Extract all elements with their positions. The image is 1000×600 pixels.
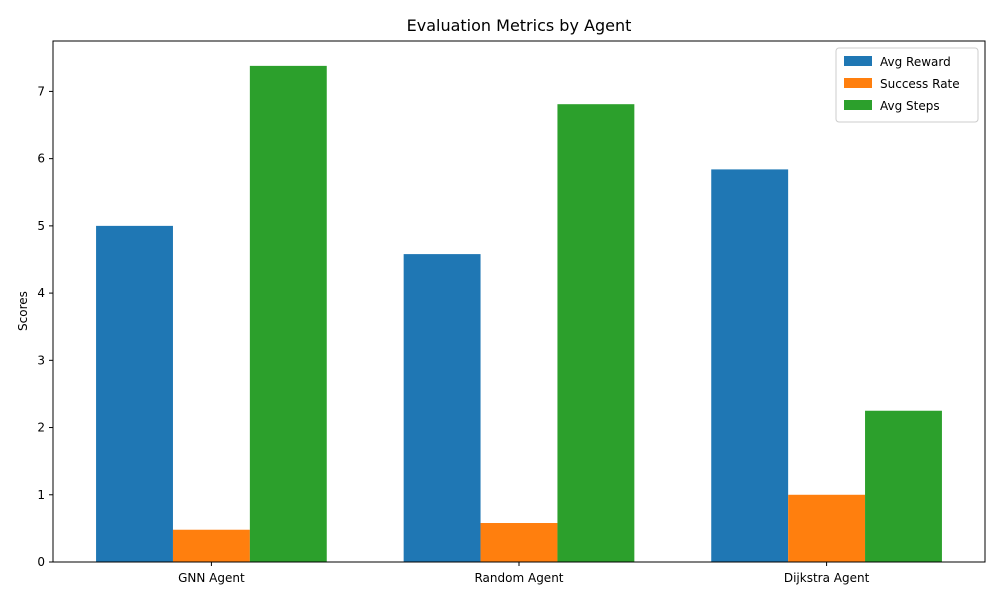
y-tick-label: 1 — [37, 488, 45, 502]
y-tick-label: 2 — [37, 421, 45, 435]
y-tick-label: 4 — [37, 286, 45, 300]
x-tick-label: GNN Agent — [178, 571, 245, 585]
legend-label: Avg Reward — [880, 55, 951, 69]
bar-avg-reward-dijkstra-agent — [711, 169, 789, 562]
x-tick-label: Random Agent — [474, 571, 563, 585]
legend-swatch — [844, 56, 872, 66]
y-tick-label: 5 — [37, 219, 45, 233]
legend-swatch — [844, 100, 872, 110]
legend-label: Success Rate — [880, 77, 960, 91]
bar-avg-steps-dijkstra-agent — [865, 410, 942, 562]
bar-success-rate-dijkstra-agent — [788, 494, 866, 562]
bar-success-rate-gnn-agent — [172, 529, 250, 562]
y-tick-label: 3 — [37, 353, 45, 367]
y-tick-label: 0 — [37, 555, 45, 569]
bars-group — [96, 65, 942, 563]
legend-swatch — [844, 78, 872, 88]
bar-success-rate-random-agent — [480, 523, 558, 562]
legend-label: Avg Steps — [880, 99, 940, 113]
y-tick-label: 7 — [37, 84, 45, 98]
x-ticks: GNN Agent Random Agent Dijkstra Agent — [178, 562, 870, 585]
bar-avg-steps-gnn-agent — [249, 65, 327, 563]
plot-frame — [52, 40, 986, 563]
y-axis-label: Scores — [16, 291, 30, 331]
chart-title: Evaluation Metrics by Agent — [407, 16, 632, 35]
legend: Avg Reward Success Rate Avg Steps — [835, 47, 979, 123]
bar-avg-reward-random-agent — [403, 254, 481, 562]
x-tick-label: Dijkstra Agent — [784, 571, 870, 585]
y-tick-label: 6 — [37, 152, 45, 166]
y-ticks: 0 1 2 3 4 5 6 7 — [37, 84, 53, 569]
bar-avg-steps-random-agent — [557, 104, 635, 562]
bar-avg-reward-gnn-agent — [96, 225, 173, 562]
